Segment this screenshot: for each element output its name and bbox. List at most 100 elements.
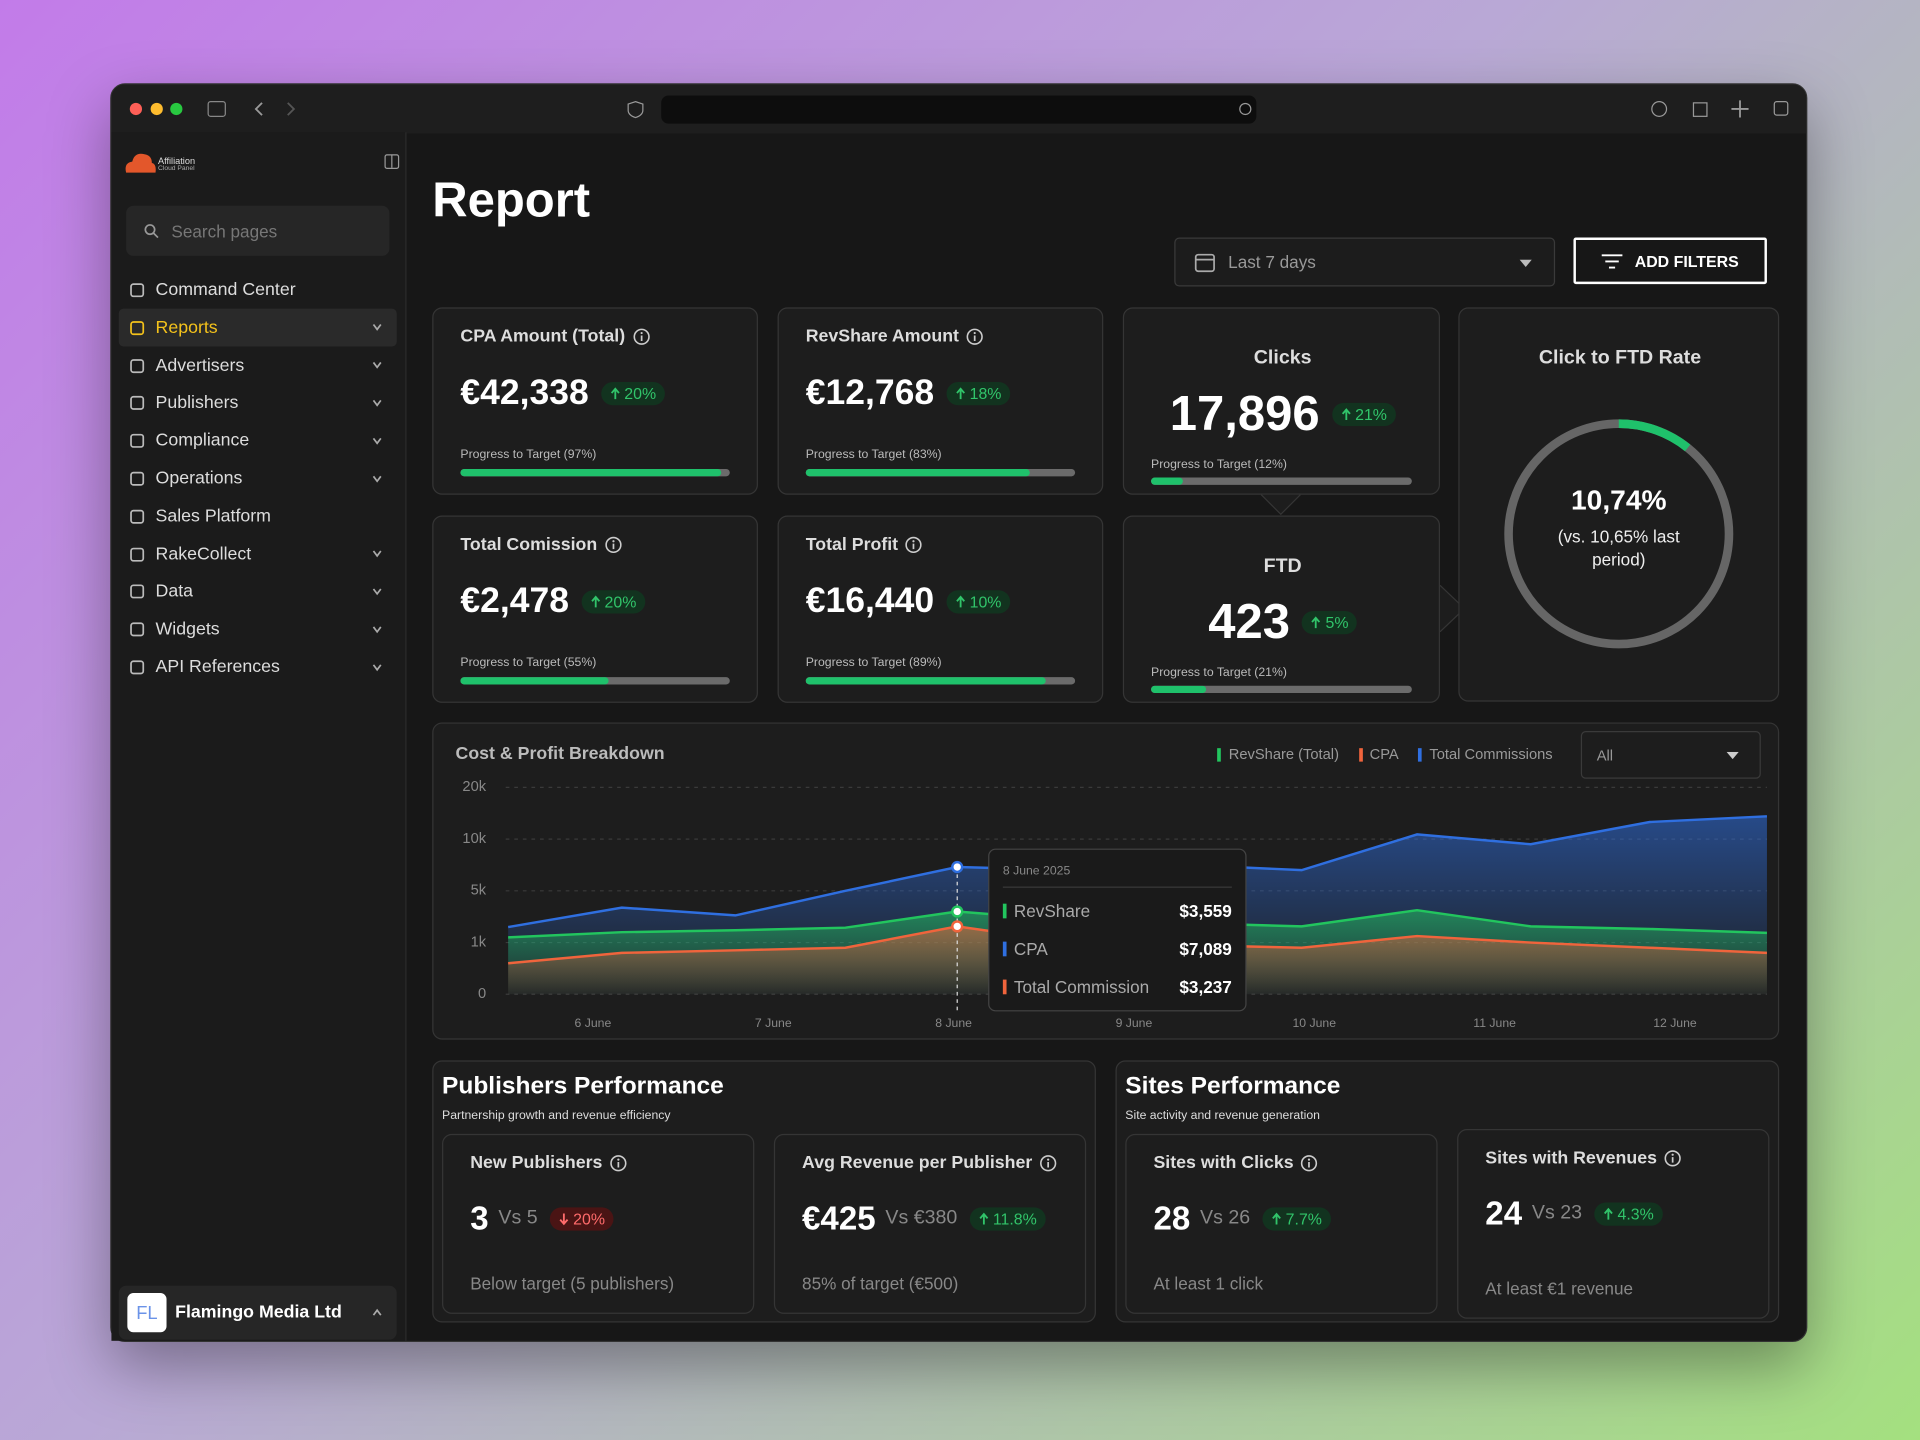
chevron xyxy=(372,399,382,407)
nav-icon-shape xyxy=(130,434,145,449)
kpi-label: RevShare Amount xyxy=(805,326,959,347)
tooltip-row: CPA $7,089 xyxy=(1002,938,1232,959)
sidebar-toggle[interactable] xyxy=(207,101,226,117)
chevron-line xyxy=(372,1308,382,1316)
dropdown-caret xyxy=(1726,751,1739,760)
info-ring xyxy=(604,536,622,554)
trend-arrow xyxy=(1272,1212,1281,1224)
panel-toggle[interactable] xyxy=(384,154,400,169)
change-badge: 18% xyxy=(946,381,1011,405)
close-button[interactable] xyxy=(129,102,143,116)
kpi-card: RevShare Amount €12,768 18% Progress to Tar… xyxy=(777,307,1104,495)
search-box[interactable]: Search pages xyxy=(126,205,390,256)
nav-item[interactable]: RakeCollect xyxy=(119,535,397,573)
trend-arrow xyxy=(559,1212,569,1225)
progress-fill xyxy=(805,677,1046,685)
tooltip-swatch xyxy=(1002,978,1007,994)
nav-item[interactable]: Widgets xyxy=(119,611,397,649)
hover-point xyxy=(951,860,964,874)
legend-swatch xyxy=(1217,747,1222,762)
progress-track xyxy=(1151,685,1412,694)
tooltip-row: Total Commission $3,237 xyxy=(1002,976,1232,997)
info-dot xyxy=(973,331,976,335)
perf-value: €425 xyxy=(802,1199,876,1237)
change-value: 5% xyxy=(1325,612,1349,632)
change-value: 20% xyxy=(624,383,657,403)
tooltip-label: CPA xyxy=(1013,938,1048,959)
forward-button[interactable] xyxy=(287,102,296,116)
nav-icon xyxy=(130,660,145,675)
progress-label: Progress to Target (21%) xyxy=(1151,666,1287,680)
arrow-shape xyxy=(956,594,965,607)
tabs-icon[interactable] xyxy=(1773,101,1789,116)
rate-value: 10,74% xyxy=(1571,483,1667,516)
info-dot xyxy=(1671,1153,1675,1156)
account-switcher[interactable]: FL Flamingo Media Ltd xyxy=(118,1285,397,1340)
kpi-label-row: Total Comission xyxy=(460,535,622,555)
change-value: 21% xyxy=(1355,404,1387,424)
trend-arrow xyxy=(610,386,620,399)
perf-label-row: Sites with Clicks xyxy=(1153,1153,1318,1173)
calendar-icon xyxy=(1194,253,1215,273)
series-filter-label: All xyxy=(1596,746,1614,764)
zoom-button[interactable] xyxy=(170,102,183,116)
arrow-shape xyxy=(559,1212,569,1225)
chevron xyxy=(372,475,382,483)
new-tab-icon[interactable] xyxy=(1731,100,1749,118)
info-dot xyxy=(1308,1158,1311,1161)
arrow-shape xyxy=(1272,1212,1281,1224)
nav-icon-shape xyxy=(130,358,145,373)
funnel-card: Clicks 17,896 21% Progress to Target (12%) xyxy=(1122,307,1440,495)
progress-label: Progress to Target (55%) xyxy=(460,656,597,670)
tooltip-value: $3,559 xyxy=(1179,900,1232,921)
perf-value: 28 xyxy=(1153,1199,1191,1237)
nav-icon xyxy=(130,358,145,373)
nav-icon-shape xyxy=(130,584,145,599)
funnel-value: 423 xyxy=(1208,594,1290,649)
tooltip-label: Total Commission xyxy=(1013,976,1150,997)
nav-item[interactable]: Compliance xyxy=(119,422,397,460)
date-range-select[interactable]: Last 7 days xyxy=(1174,237,1556,287)
reload-icon[interactable] xyxy=(1239,102,1252,116)
change-badge: 21% xyxy=(1331,402,1396,426)
tooltip-label: RevShare xyxy=(1013,900,1091,921)
nav-item[interactable]: Operations xyxy=(119,460,397,498)
legend: RevShare (Total) CPA Total Commissions xyxy=(1217,746,1553,763)
funnel-pointers xyxy=(1260,494,1466,633)
minimize-button[interactable] xyxy=(150,102,163,116)
back-button[interactable] xyxy=(254,102,263,116)
nav-item[interactable]: API References xyxy=(119,648,397,686)
nav-item[interactable]: Advertisers xyxy=(119,347,397,385)
add-filters-button[interactable]: ADD FILTERS xyxy=(1573,237,1767,285)
share-icon[interactable] xyxy=(1692,102,1708,117)
arrow-shape xyxy=(1603,1207,1613,1219)
nav-icon xyxy=(130,283,145,298)
perf-note: At least €1 revenue xyxy=(1485,1278,1634,1298)
nav-icon xyxy=(130,622,145,637)
tooltip-swatch xyxy=(1002,903,1007,918)
trend-arrow xyxy=(956,386,965,399)
series-filter[interactable]: All xyxy=(1580,731,1761,779)
trend-arrow xyxy=(979,1212,988,1224)
nav-item[interactable]: Command Center xyxy=(119,271,397,309)
nav-item[interactable]: Data xyxy=(119,573,397,611)
nav-item[interactable]: Reports xyxy=(118,308,397,347)
tooltip-date: 8 June 2025 xyxy=(1002,864,1071,878)
nav-item[interactable]: Sales Platform xyxy=(119,498,397,536)
performance-card: New Publishers 3 Vs 5 20% Below target (5 pu… xyxy=(442,1133,755,1314)
kpi-value: €16,440 xyxy=(805,581,935,621)
calendar-body xyxy=(1194,253,1215,273)
kpi-value-row: €12,768 18% xyxy=(806,372,1011,414)
chevron xyxy=(372,362,382,369)
info-dot xyxy=(612,540,615,543)
x-tick-label: 6 June xyxy=(575,1016,612,1030)
address-bar[interactable] xyxy=(661,95,1257,124)
info-ring xyxy=(1301,1155,1318,1172)
info-dot xyxy=(912,540,916,543)
nav-item[interactable]: Publishers xyxy=(119,384,397,422)
download-icon[interactable] xyxy=(1651,101,1668,117)
chevron-line xyxy=(372,324,382,332)
progress-track xyxy=(460,468,730,477)
info-icon xyxy=(632,328,650,345)
